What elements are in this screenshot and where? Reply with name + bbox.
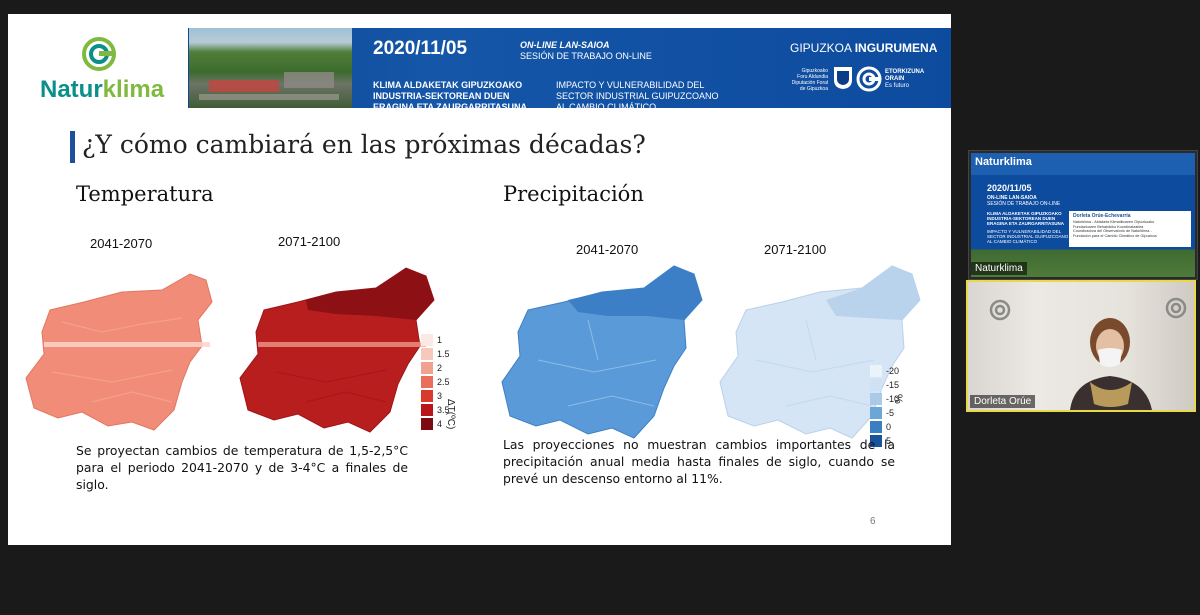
- precip-period-1: 2041-2070: [576, 242, 639, 257]
- temp-period-2: 2071-2100: [278, 234, 341, 249]
- wall-logo-icon: [1165, 297, 1187, 319]
- participant-tile-naturklima[interactable]: Naturklima 2020/11/05 ON-LINE LAN-SAIOA …: [968, 150, 1198, 280]
- etorkizuna-text: ETORKIZUNA ORAIN Es futuro: [885, 69, 925, 89]
- thumb-logo: Naturklima: [975, 156, 1032, 168]
- temperature-legend-swatch: [421, 418, 433, 430]
- thumb-session: ON-LINE LAN-SAIOA SESIÓN DE TRABAJO ON-L…: [987, 195, 1061, 207]
- banner-title-eu: KLIMA ALDAKETAK GIPUZKOAKO INDUSTRIA-SEK…: [373, 80, 527, 112]
- participant-name-dorleta: Dorleta Orúe: [970, 395, 1036, 408]
- temperature-description: Se proyectan cambios de temperatura de 1…: [76, 443, 408, 492]
- title-accent-bar: [70, 131, 75, 163]
- session-type-eu: ON-LINE LAN-SAIOA: [520, 40, 610, 50]
- temperature-legend-item: 1.5: [421, 347, 450, 361]
- precipitation-legend-label: 5: [886, 436, 892, 446]
- naturklima-logo-icon: [82, 37, 116, 71]
- temperature-legend-label: 2: [437, 363, 443, 373]
- precipitation-legend-swatch: [870, 393, 882, 405]
- precipitation-legend-label: -10: [886, 394, 900, 404]
- precipitation-legend-label: 0: [886, 422, 892, 432]
- precipitation-legend-label: -5: [886, 408, 895, 418]
- temperature-legend-swatch: [421, 390, 433, 402]
- temperature-legend-item: 4: [421, 417, 450, 431]
- temperature-legend: 1 1.5 2 2.5 3 3.5 4: [421, 333, 450, 431]
- precipitation-legend-label: -20: [886, 366, 900, 376]
- naturklima-logo: Naturklima: [8, 28, 188, 108]
- temperature-map-2041-2070: [25, 273, 213, 431]
- naturklima-thumbnail: Naturklima 2020/11/05 ON-LINE LAN-SAIOA …: [971, 153, 1195, 277]
- temperature-legend-item: 3: [421, 389, 450, 403]
- temperature-legend-label: 3.5: [437, 405, 450, 415]
- temperature-legend-label: 1.5: [437, 349, 450, 359]
- temperature-legend-label: 2.5: [437, 377, 450, 387]
- precipitation-heading: Precipitación: [503, 182, 644, 206]
- precipitation-legend: -20 -15 -10 -5 0 5: [870, 364, 899, 448]
- precip-period-2: 2071-2100: [764, 242, 827, 257]
- precipitation-legend-swatch: [870, 421, 882, 433]
- precipitation-legend-item: -5: [870, 406, 899, 420]
- participant-name-naturklima: Naturklima: [971, 262, 1027, 275]
- gipuzkoa-ingurumena-label: GIPUZKOA INGURUMENA: [790, 41, 938, 55]
- precipitation-map-2041-2070: [501, 265, 703, 439]
- thumb-title-eu: KLIMA ALDAKETAK GIPUZKOAKO INDUSTRIA-SEK…: [987, 211, 1064, 226]
- precipitation-legend-item: 5: [870, 434, 899, 448]
- diputacion-logo-text: Gipuzkoako Foru Aldundia Diputación Fora…: [791, 68, 828, 92]
- industrial-valley-photo: [189, 28, 352, 108]
- slide-title: ¿Y cómo cambiará en las próximas décadas…: [82, 130, 646, 159]
- precipitation-legend-item: 0: [870, 420, 899, 434]
- temperature-legend-swatch: [421, 334, 433, 346]
- etorkizuna-logo-icon: [856, 66, 882, 92]
- diputacion-shield-icon: [834, 67, 852, 89]
- temperature-legend-item: 2: [421, 361, 450, 375]
- thumb-date: 2020/11/05: [987, 183, 1032, 193]
- precipitation-legend-swatch: [870, 379, 882, 391]
- temperature-legend-swatch: [421, 362, 433, 374]
- precipitation-legend-swatch: [870, 435, 882, 447]
- temperature-legend-item: 2.5: [421, 375, 450, 389]
- webcam-video: [968, 282, 1194, 410]
- wall-logo-icon: [989, 299, 1011, 321]
- banner-title-es: IMPACTO Y VULNERABILIDAD DEL SECTOR INDU…: [556, 80, 719, 112]
- temperature-legend-label: 4: [437, 419, 443, 429]
- temperature-legend-swatch: [421, 404, 433, 416]
- precipitation-legend-item: -20: [870, 364, 899, 378]
- precipitation-legend-item: -15: [870, 378, 899, 392]
- temperature-heading: Temperatura: [76, 182, 214, 206]
- precipitation-legend-item: -10: [870, 392, 899, 406]
- precipitation-description: Las proyecciones no muestran cambios imp…: [503, 437, 895, 486]
- precipitation-axis-label: %: [892, 394, 904, 404]
- slide-banner: Naturklima 2020/11/05 ON-LINE LAN-SAIOA …: [8, 28, 951, 112]
- thumb-title-es: IMPACTO Y VULNERABILIDAD DEL SECTOR INDU…: [987, 229, 1069, 244]
- session-date: 2020/11/05: [373, 38, 468, 59]
- precipitation-legend-swatch: [870, 365, 882, 377]
- thumb-speaker-card: Dorleta Orúe-Echevarria Naturklima - Ald…: [1069, 211, 1191, 247]
- shared-slide: Naturklima 2020/11/05 ON-LINE LAN-SAIOA …: [8, 14, 951, 545]
- precipitation-legend-swatch: [870, 407, 882, 419]
- temperature-legend-item: 3.5: [421, 403, 450, 417]
- logo-text: Naturklima: [40, 76, 165, 103]
- temperature-legend-swatch: [421, 348, 433, 360]
- page-number: 6: [870, 516, 876, 527]
- precipitation-legend-label: -15: [886, 380, 900, 390]
- temperature-map-2071-2100: [239, 267, 435, 433]
- temperature-legend-item: 1: [421, 333, 450, 347]
- temperature-legend-label: 1: [437, 335, 443, 345]
- temperature-axis-label: ΔT(ºC): [445, 399, 456, 430]
- temperature-legend-swatch: [421, 376, 433, 388]
- temperature-legend-label: 3: [437, 391, 443, 401]
- participant-tile-dorleta[interactable]: Dorleta Orúe: [966, 280, 1196, 412]
- temp-period-1: 2041-2070: [90, 236, 153, 251]
- session-type-es: SESIÓN DE TRABAJO ON-LINE: [520, 51, 652, 61]
- speaker-person: [1070, 318, 1152, 410]
